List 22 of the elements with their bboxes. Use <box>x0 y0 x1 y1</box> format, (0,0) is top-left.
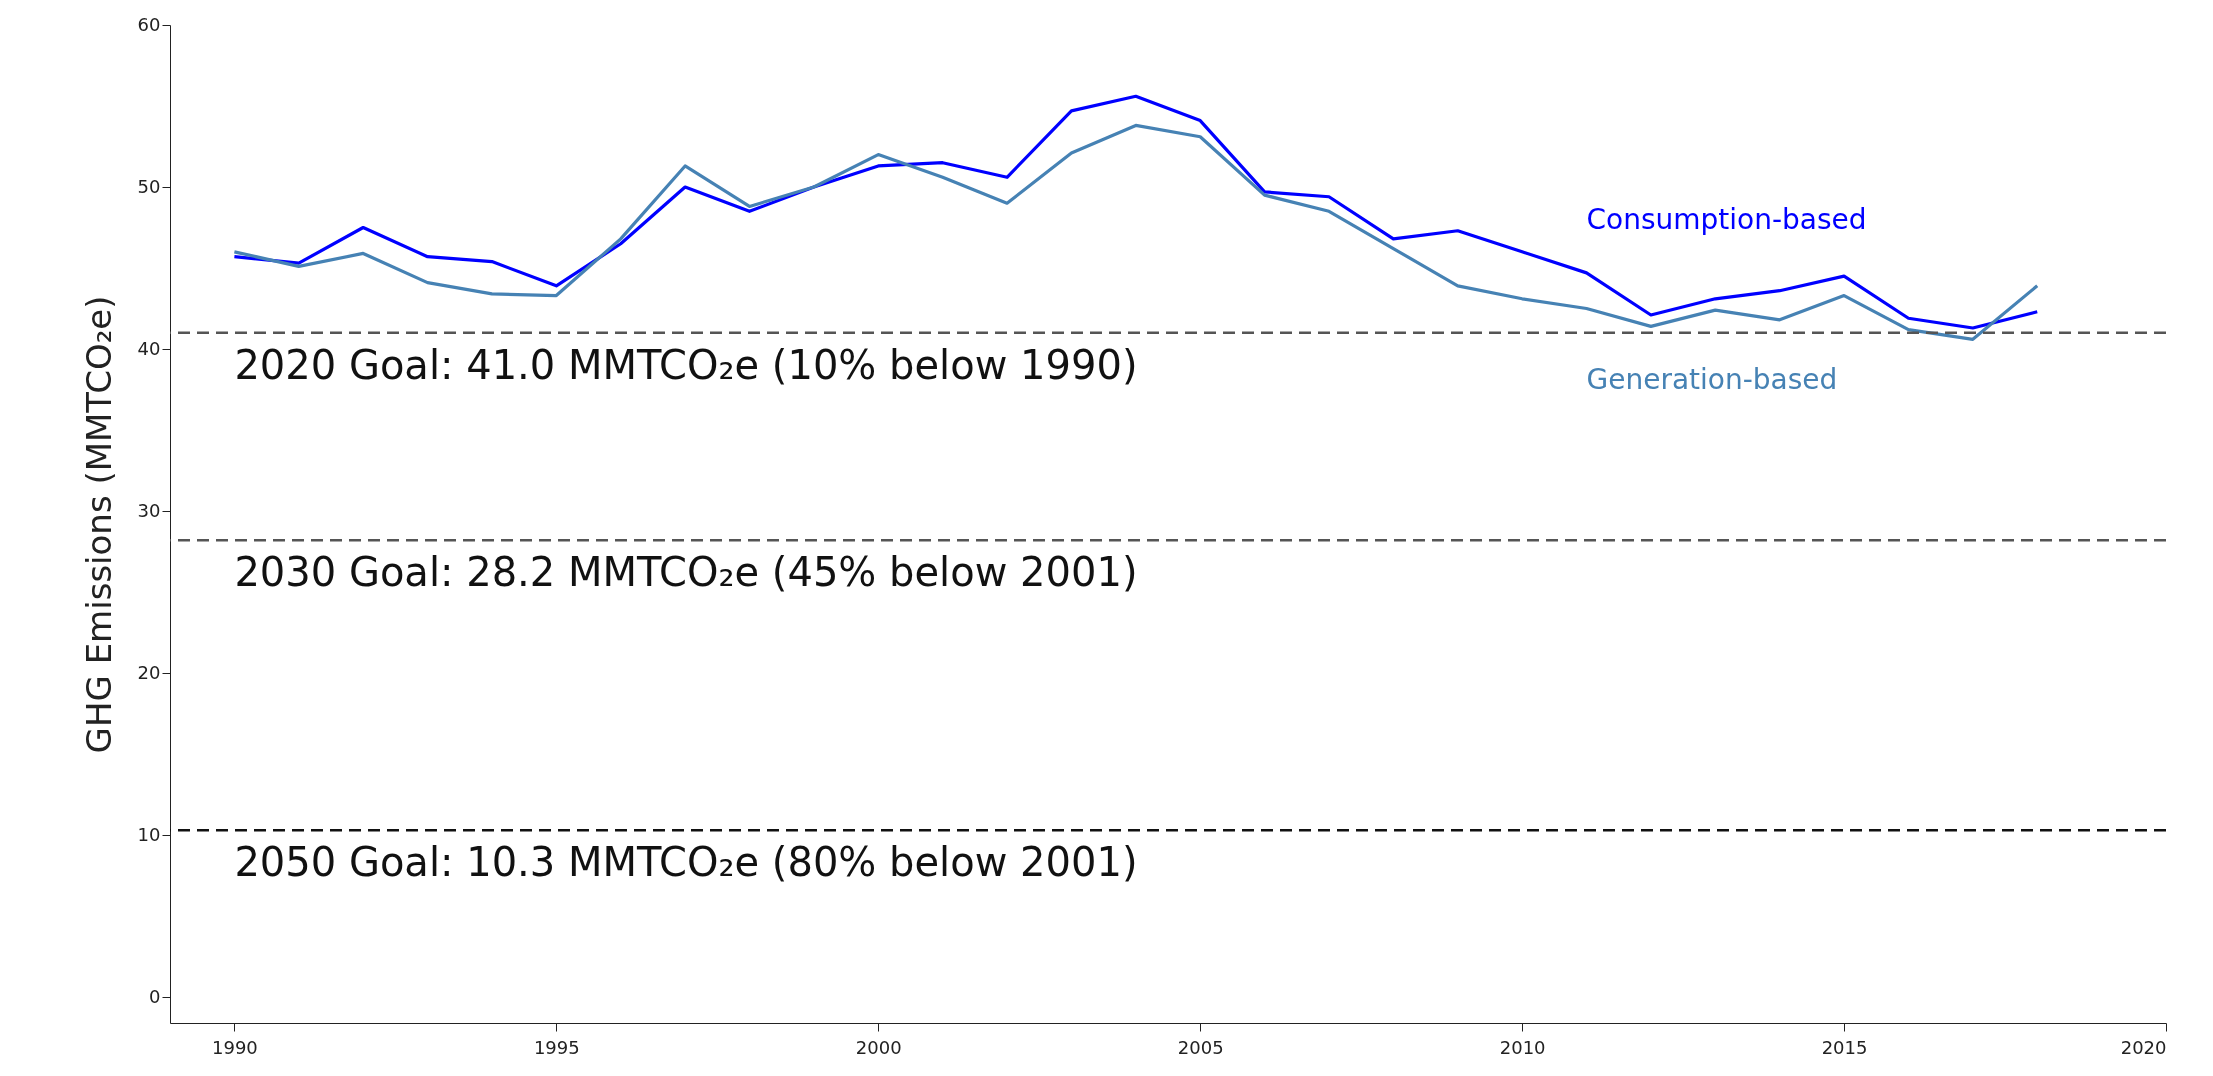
y-tick-label: 30 <box>137 499 161 521</box>
line-series <box>232 123 2039 341</box>
y-tick-label: 40 <box>137 337 161 359</box>
x-tick-label: 2015 <box>1821 1036 1868 1058</box>
x-tick-label: 2005 <box>1177 1036 1224 1058</box>
x-tick-label: 2020 <box>2120 1036 2167 1058</box>
y-tick-label: 50 <box>137 175 161 197</box>
series-label: Generation-based <box>1586 362 1838 396</box>
x-tick-label: 1995 <box>533 1036 580 1058</box>
ref-line-label: 2050 Goal: 10.3 MMTCO₂e (80% below 2001) <box>234 839 1138 886</box>
y-tick-label: 0 <box>149 985 161 1007</box>
line-series <box>232 94 2039 330</box>
x-tick-label: 2010 <box>1499 1036 1546 1058</box>
series-label: Consumption-based <box>1586 202 1867 236</box>
x-tick-label: 2000 <box>855 1036 902 1058</box>
y-axis-title: GHG Emissions (MMTCO₂e) <box>78 295 119 754</box>
x-tick-label: 1990 <box>211 1036 258 1058</box>
y-tick-label: 60 <box>137 13 161 35</box>
y-tick-label: 20 <box>137 661 161 683</box>
ref-line-label: 2020 Goal: 41.0 MMTCO₂e (10% below 1990) <box>234 341 1138 388</box>
y-tick-label: 10 <box>137 823 161 845</box>
ref-line-label: 2030 Goal: 28.2 MMTCO₂e (45% below 2001) <box>234 549 1138 596</box>
